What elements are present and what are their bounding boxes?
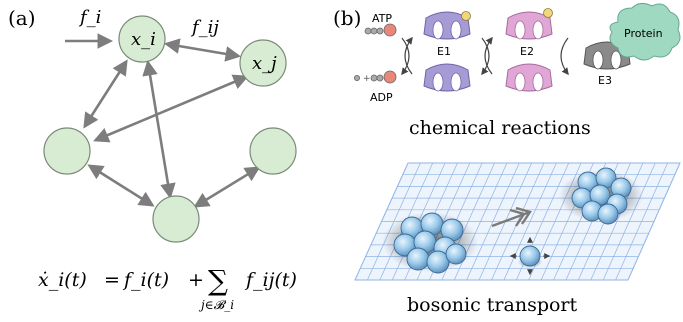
- chemical-reactions-caption: chemical reactions: [409, 117, 591, 139]
- equation-equals: =: [104, 269, 120, 291]
- panel-a-label: (a): [8, 6, 36, 30]
- reaction-arrow-1: [401, 37, 410, 76]
- protein-blob: [609, 2, 681, 61]
- enzyme-e2-active: [505, 8, 553, 40]
- graph-edges: [65, 33, 261, 208]
- enzyme-e2-inactive: [505, 63, 553, 92]
- transport-arrow: [491, 206, 532, 228]
- node-xi: [118, 15, 166, 63]
- svg-text:+: +: [363, 74, 371, 84]
- reaction-arrow-5: [560, 37, 569, 76]
- reaction-arrow-3: [481, 37, 490, 76]
- reaction-arrow-4: [484, 36, 493, 75]
- e2-label: E2: [520, 45, 534, 58]
- equation-lhs: ẋ_i(t): [38, 269, 87, 291]
- graph-nodes: [43, 15, 297, 243]
- node-n3: [43, 127, 91, 175]
- edge-xi-xj: [163, 38, 242, 62]
- phosphate-marker: [543, 8, 553, 18]
- edge-xj-n3: [93, 74, 249, 143]
- node-xj-label: x_j: [252, 53, 277, 74]
- node-n5: [249, 127, 297, 175]
- equation-term1: f_i(t): [122, 269, 169, 291]
- phosphate-marker: [461, 11, 471, 21]
- equation-sum-symbol: ∑: [208, 264, 228, 297]
- e3-label: E3: [598, 74, 612, 87]
- reaction-arrows: [401, 36, 569, 76]
- boson-cluster-left: [393, 212, 467, 274]
- bosonic-transport-caption: bosonic transport: [407, 294, 578, 316]
- edge-label-fij: f_ij: [190, 17, 219, 38]
- node-xi-label: x_i: [131, 29, 156, 50]
- single-boson: [509, 236, 551, 276]
- atp-molecule: [364, 23, 397, 37]
- panel-b-label: (b): [333, 6, 361, 30]
- edge-label-fi: f_i: [78, 7, 101, 28]
- reaction-arrow-2: [404, 36, 413, 75]
- equation-plus: +: [188, 269, 204, 291]
- protein-label: Protein: [624, 27, 663, 40]
- adp-molecule: +: [353, 70, 397, 84]
- edge-xi-n4: [142, 59, 176, 200]
- equation-term2: f_ij(t): [244, 269, 297, 291]
- atp-label: ATP: [372, 12, 392, 25]
- enzyme-e1-active: [423, 11, 471, 40]
- equation-sum-index: j∈𝓑_i: [198, 298, 234, 312]
- enzyme-e1-inactive: [423, 63, 471, 92]
- e1-label: E1: [437, 45, 451, 58]
- node-xj: [239, 39, 287, 87]
- edge-xi-n3: [83, 59, 128, 129]
- node-n4: [152, 195, 200, 243]
- dynamics-equation: ẋ_i(t) = f_i(t) + ∑ j∈𝓑_i f_ij(t): [38, 264, 297, 312]
- adp-label: ADP: [370, 91, 393, 104]
- edge-n4-n5: [193, 166, 261, 208]
- boson-cluster-right: [571, 167, 632, 225]
- edge-n3-n4: [87, 164, 155, 207]
